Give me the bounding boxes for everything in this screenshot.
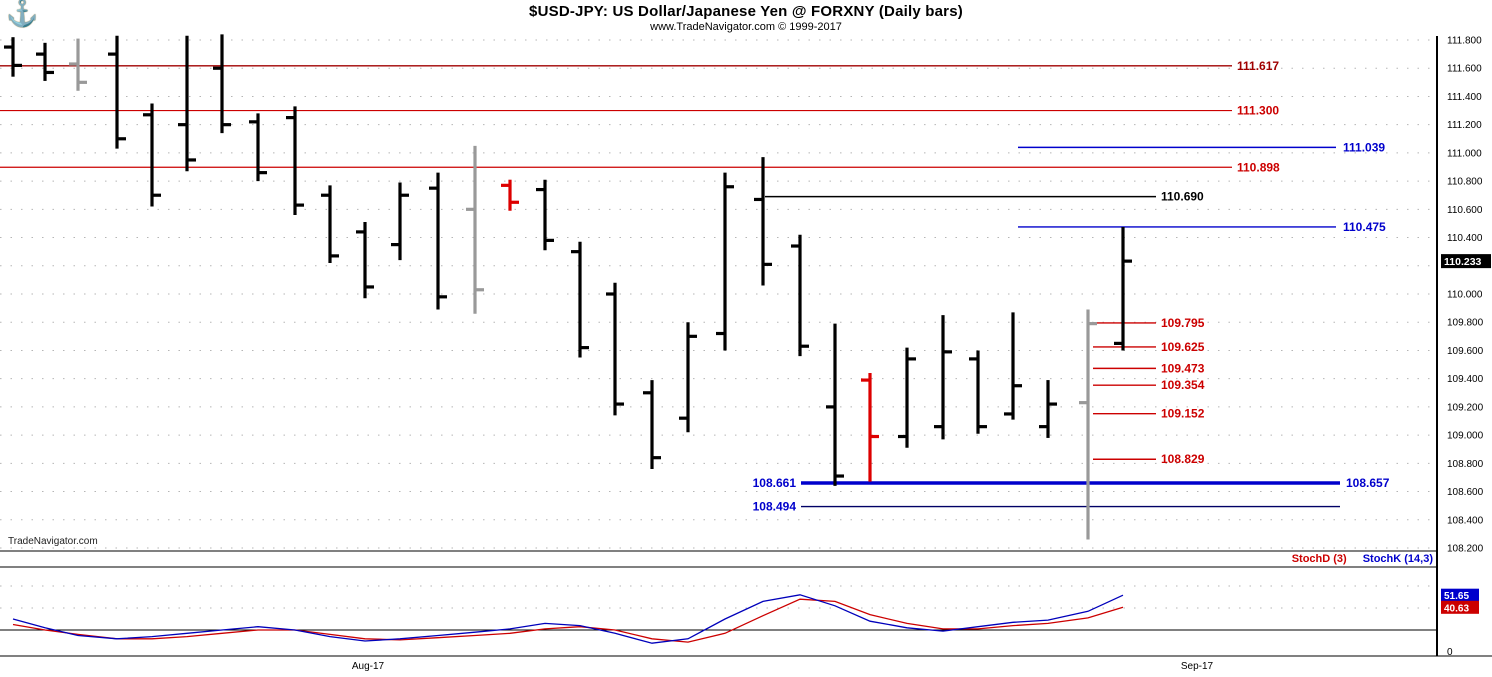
level-label-108.657: 108.657 [1346,476,1390,490]
ohlc-bar [143,103,161,207]
ohlc-bar [826,323,844,486]
indicator-legend: StochD (3) StochK (14,3) [0,553,1433,567]
level-label-109.473: 109.473 [1161,361,1205,375]
ohlc-bar [69,38,87,91]
ohlc-bar [466,145,484,314]
ohlc-bar [321,185,339,263]
ohlc-bar [1039,380,1057,438]
ohlc-bar [969,350,987,434]
price-tick-111.600: 111.600 [1447,64,1482,75]
level-label-109.625: 109.625 [1161,340,1205,354]
last-price-text: 110.233 [1444,256,1482,268]
price-tick-109.800: 109.800 [1447,318,1484,329]
ohlc-bar [1079,309,1097,540]
price-tick-111.000: 111.000 [1447,148,1482,159]
ohlc-bar [679,322,697,433]
ohlc-bar [571,241,589,358]
price-tick-109.600: 109.600 [1447,346,1484,357]
ohlc-bar [934,315,952,440]
price-tick-108.400: 108.400 [1447,515,1484,526]
level-label-111.300: 111.300 [1237,104,1279,118]
price-tick-109.400: 109.400 [1447,374,1484,385]
ohlc-bar [501,179,519,211]
price-tick-110.000: 110.000 [1447,289,1483,300]
level-label-109.354: 109.354 [1161,378,1205,392]
ohlc-bar [286,106,304,215]
ohlc-bar [716,172,734,351]
stochd-badge-text: 40.63 [1444,603,1469,614]
price-tick-109.200: 109.200 [1447,402,1484,413]
ohlc-bar [213,34,231,134]
anchor-logo-icon: ⚓ [6,0,39,28]
ohlc-bar [898,347,916,448]
ohlc-bar [791,234,809,357]
price-tick-110.400: 110.400 [1447,233,1483,244]
ohlc-bar [861,373,879,482]
last-price-badge [1441,254,1491,269]
price-tick-110.800: 110.800 [1447,177,1483,188]
price-axis-labels: 111.800 111.600 111.400 111.200 111.000 110.8… [1447,36,1484,555]
price-tick-110.600: 110.600 [1447,205,1483,216]
stochk-badge [1441,588,1479,602]
chart-subtitle: www.TradeNavigator.com © 1999-2017 [650,21,842,33]
level-label-109.152: 109.152 [1161,407,1205,421]
level-label-110.898: 110.898 [1237,160,1280,174]
ohlc-bar [606,282,624,416]
price-tick-109.000: 109.000 [1447,431,1484,442]
stochd-line [12,598,1124,643]
stochd-legend-label[interactable]: StochD (3) [1291,553,1347,565]
price-tick-111.800: 111.800 [1447,36,1482,47]
price-tick-108.800: 108.800 [1447,459,1484,470]
stoch-zero-label: 0 [1447,647,1453,658]
price-tick-111.200: 111.200 [1447,120,1482,131]
price-tick-111.400: 111.400 [1447,92,1482,103]
ohlc-bar [391,182,409,261]
ohlc-bar [4,37,22,77]
level-label-110.475: 110.475 [1343,220,1386,234]
stochk-line [12,594,1124,644]
price-gridlines [0,39,1437,549]
ohlc-bar [249,113,267,182]
level-label-111.617: 111.617 [1237,59,1279,73]
price-bars [4,34,1132,540]
price-tick-108.200: 108.200 [1447,543,1484,554]
ohlc-bar [643,380,661,469]
ohlc-bar [1004,312,1022,420]
ohlc-bar [36,42,54,81]
chart-header: $USD-JPY: US Dollar/Japanese Yen @ FORXN… [0,0,1492,33]
ohlc-bar [429,172,447,310]
stochk-badge-text: 51.65 [1444,591,1469,602]
stochk-legend-label[interactable]: StochK (14,3) [1362,553,1433,565]
level-label-108.829: 108.829 [1161,452,1205,466]
price-tick-108.600: 108.600 [1447,487,1484,498]
price-levels: 111.617 111.300 110.898 111.039 110.690 110.4… [0,59,1390,514]
stoch-gridlines [0,585,1437,609]
level-label-110.690: 110.690 [1161,190,1204,204]
stochd-badge [1441,600,1479,614]
ohlc-bar [754,157,772,286]
level-label-108.494: 108.494 [753,500,797,514]
ohlc-bar [356,222,374,299]
chart-title: $USD-JPY: US Dollar/Japanese Yen @ FORXN… [529,3,963,20]
x-axis-label-Sep-17: Sep-17 [1181,661,1214,672]
watermark-text: TradeNavigator.com [8,536,98,547]
level-label-108.661: 108.661 [753,476,797,490]
ohlc-bar [1114,226,1132,351]
level-label-111.039: 111.039 [1343,140,1385,154]
ohlc-bar [108,35,126,149]
ohlc-bar [178,35,196,172]
level-label-109.795: 109.795 [1161,316,1205,330]
x-axis-label-Aug-17: Aug-17 [352,661,385,672]
ohlc-bar [536,179,554,251]
